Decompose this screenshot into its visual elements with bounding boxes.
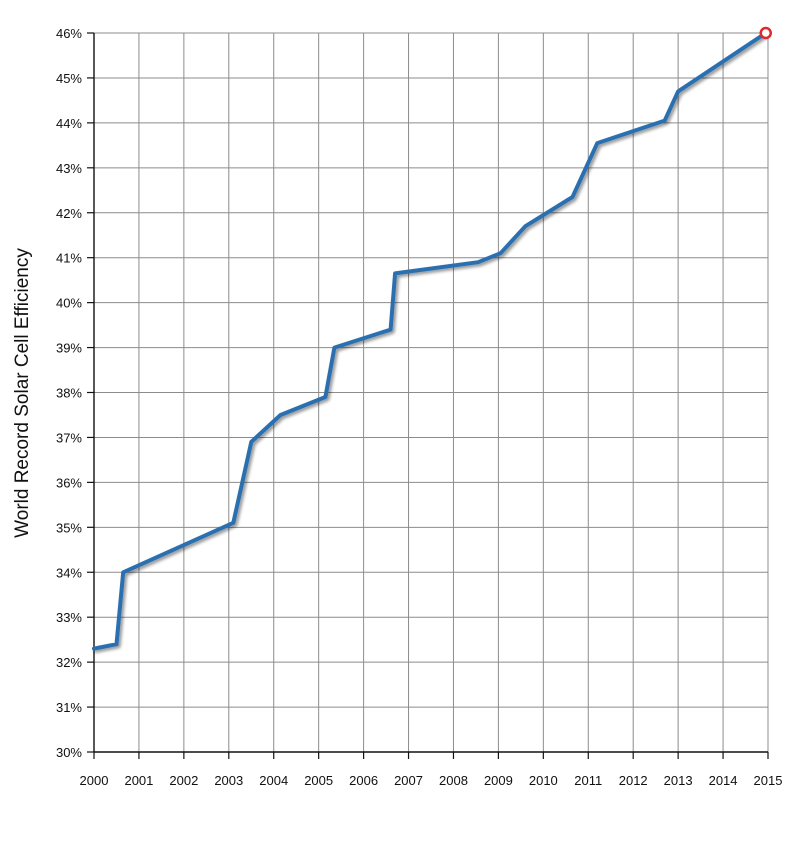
- chart-grid: [93, 32, 769, 753]
- x-tick-label: 2006: [349, 773, 378, 788]
- x-tick-label: 2011: [574, 773, 602, 788]
- chart-series: [92, 26, 773, 651]
- y-tick-label: 34%: [56, 565, 82, 580]
- x-tick-label: 2009: [484, 773, 513, 788]
- x-tick-label: 2000: [80, 773, 109, 788]
- x-tick-label: 2005: [304, 773, 333, 788]
- y-tick-label: 44%: [56, 116, 82, 131]
- y-axis-ticks: 30% 31% 32% 33% 34% 35% 36% 37% 38% 39% 40% 41% 42% 4…: [56, 26, 94, 760]
- x-tick-label: 2013: [664, 773, 693, 788]
- y-tick-label: 31%: [56, 700, 82, 715]
- x-tick-label: 2010: [529, 773, 558, 788]
- x-tick-label: 2015: [754, 773, 783, 788]
- y-tick-label: 33%: [56, 610, 82, 625]
- latest-record-marker: [759, 26, 773, 40]
- y-tick-label: 30%: [56, 745, 82, 760]
- series-line: [92, 31, 768, 651]
- y-tick-label: 43%: [56, 161, 82, 176]
- y-tick-label: 36%: [56, 475, 82, 490]
- y-tick-label: 46%: [56, 26, 82, 41]
- y-tick-label: 32%: [56, 655, 82, 670]
- x-tick-label: 2014: [709, 773, 738, 788]
- x-tick-label: 2004: [259, 773, 288, 788]
- x-tick-label: 2001: [124, 773, 153, 788]
- y-tick-label: 38%: [56, 386, 82, 401]
- x-tick-label: 2002: [169, 773, 198, 788]
- y-tick-label: 45%: [56, 71, 82, 86]
- y-tick-label: 41%: [56, 251, 82, 266]
- y-tick-label: 37%: [56, 430, 82, 445]
- x-axis-ticks: 2000 2001 2002 2003 2004 2005 2006 2007 2008 2009…: [80, 752, 783, 788]
- y-tick-label: 39%: [56, 341, 82, 356]
- x-tick-label: 2012: [619, 773, 648, 788]
- y-tick-label: 35%: [56, 520, 82, 535]
- x-tick-label: 2003: [214, 773, 243, 788]
- y-axis-title: World Record Solar Cell Efficiency: [12, 248, 33, 538]
- x-tick-label: 2008: [439, 773, 468, 788]
- x-tick-label: 2007: [394, 773, 423, 788]
- y-tick-label: 40%: [56, 296, 82, 311]
- y-tick-label: 42%: [56, 206, 82, 221]
